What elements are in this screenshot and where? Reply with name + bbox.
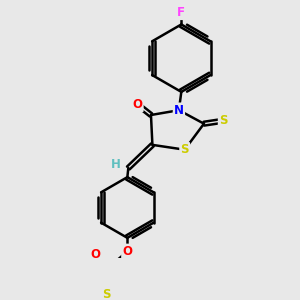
Text: O: O xyxy=(122,245,132,258)
Text: S: S xyxy=(102,288,110,300)
Text: S: S xyxy=(219,114,227,127)
Text: F: F xyxy=(177,6,185,19)
Text: H: H xyxy=(111,158,121,171)
Text: N: N xyxy=(174,104,184,117)
Text: S: S xyxy=(180,143,189,156)
Text: O: O xyxy=(133,98,142,111)
Text: O: O xyxy=(90,248,100,261)
